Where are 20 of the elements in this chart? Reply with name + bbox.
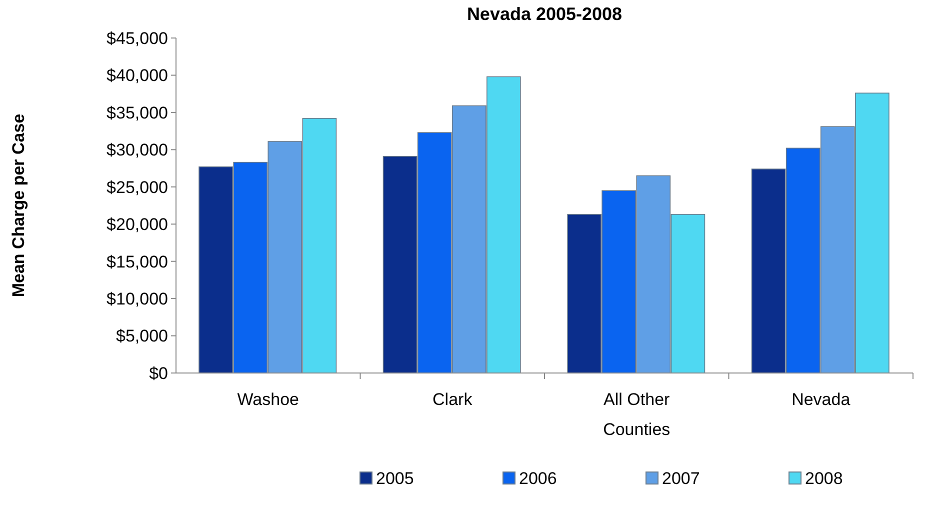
legend-label: 2006: [519, 468, 557, 488]
y-tick-label: $40,000: [106, 66, 168, 86]
y-tick-label: $30,000: [106, 140, 168, 160]
legend-label: 2005: [376, 468, 414, 488]
legend-label: 2007: [662, 468, 700, 488]
chart-title: Nevada 2005-2008: [466, 4, 622, 24]
x-tick-label: Nevada: [792, 390, 851, 409]
x-tick-label: Clark: [432, 390, 473, 409]
y-tick-label: $15,000: [106, 252, 168, 272]
y-tick-label: $0: [149, 364, 168, 383]
y-tick-label: $10,000: [106, 290, 168, 309]
y-tick-label: $25,000: [106, 178, 168, 197]
y-tick-label: $45,000: [106, 28, 168, 48]
y-tick-label: $35,000: [106, 103, 168, 122]
x-tick-label: All Other Counties: [603, 390, 670, 439]
y-tick-label: $5,000: [116, 326, 168, 346]
y-axis-title: Mean Charge per Case: [9, 114, 28, 298]
y-tick-label: $20,000: [106, 215, 168, 234]
legend-label: 2008: [805, 468, 843, 488]
x-tick-label: Washoe: [237, 390, 299, 409]
